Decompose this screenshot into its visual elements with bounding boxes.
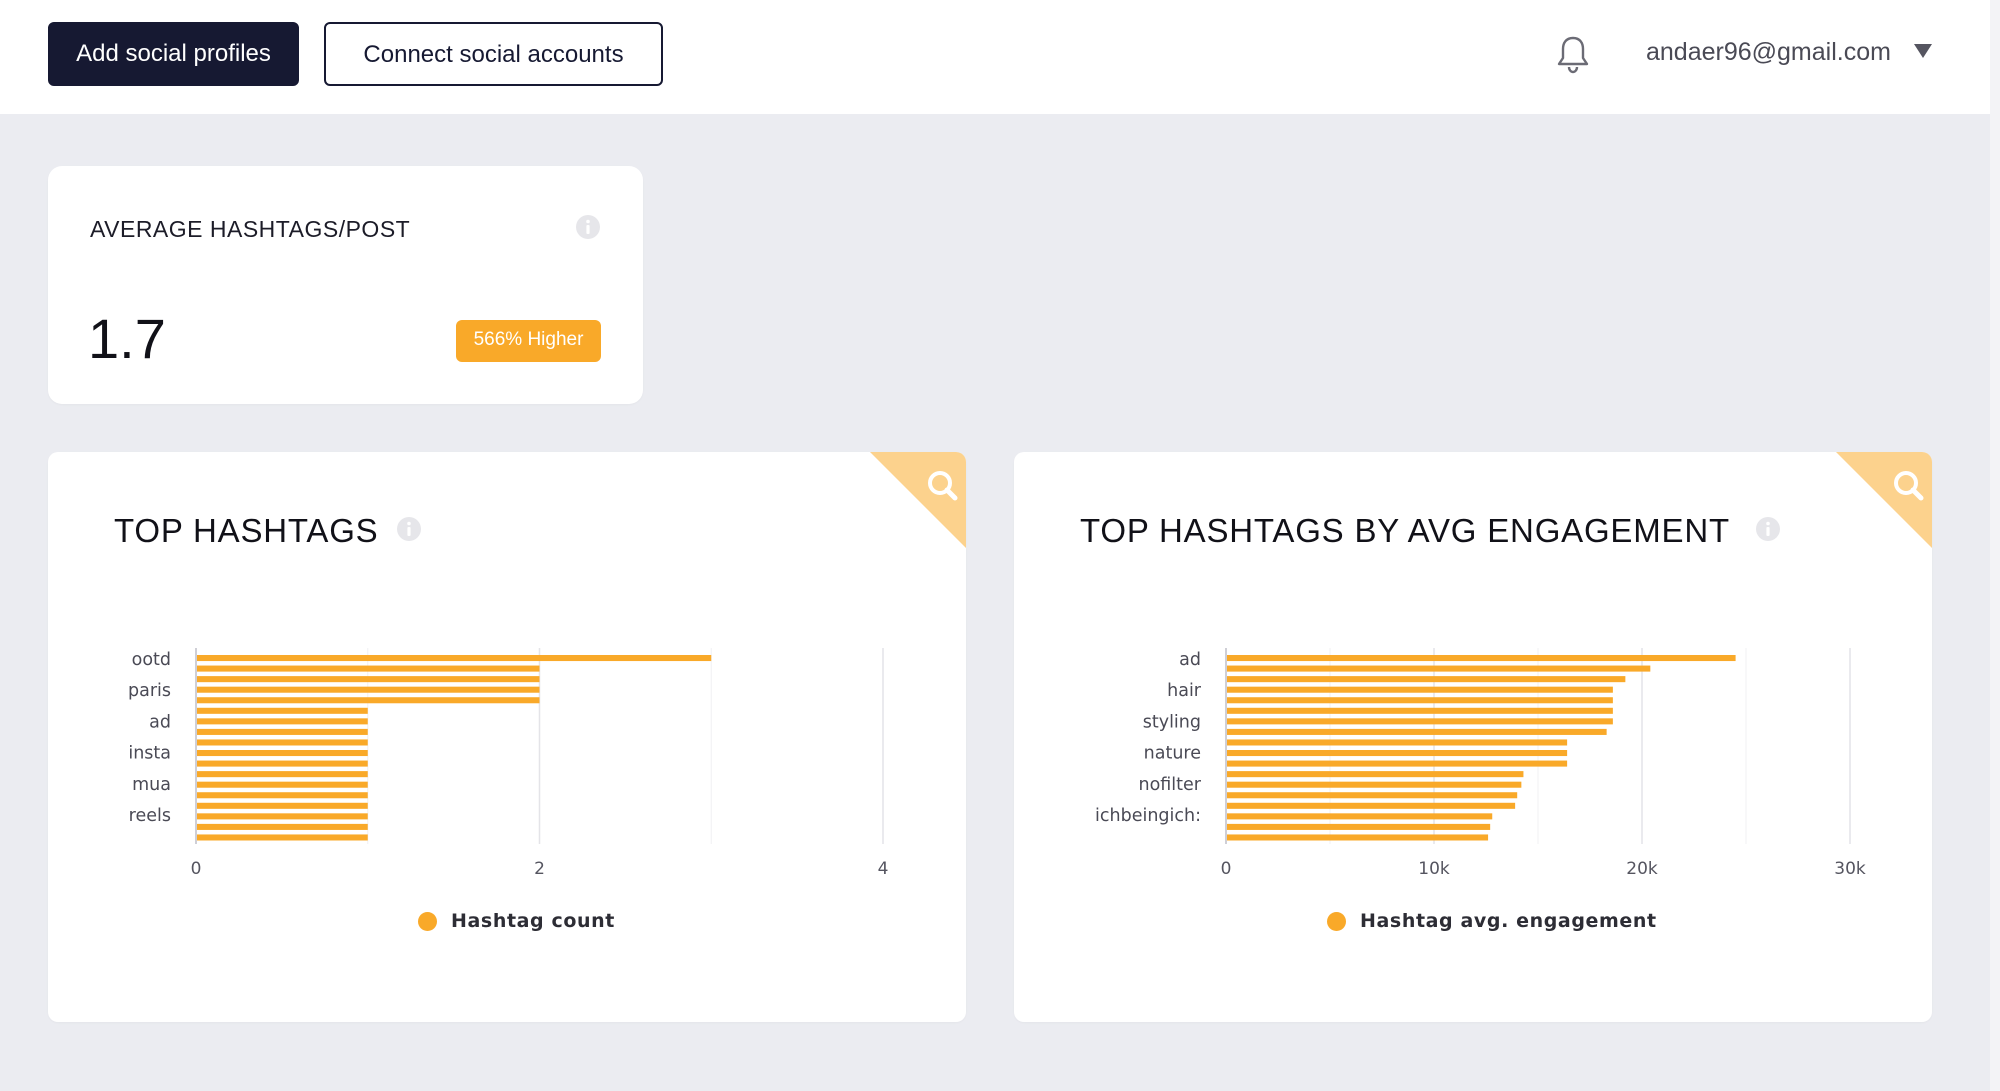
stat-value: 1.7 xyxy=(88,307,166,370)
x-tick-label: 20k xyxy=(1626,859,1658,879)
x-tick-label: 2 xyxy=(534,859,545,879)
stat-title: AVERAGE HASHTAGS/POST xyxy=(90,216,411,242)
bar xyxy=(197,718,368,725)
engagement-chart: 0 10k 20k 30k ad hair styling nature nofilter ich… xyxy=(1095,648,1866,879)
chart-legend: Hashtag avg. engagement xyxy=(1327,906,1657,936)
y-category-label: ootd xyxy=(132,650,171,670)
bar xyxy=(1227,771,1524,778)
bar xyxy=(197,739,368,746)
comparison-badge: 566% Higher xyxy=(456,320,601,362)
bar xyxy=(197,707,368,714)
bar xyxy=(1227,665,1651,672)
x-tick-label: 10k xyxy=(1418,859,1450,879)
bar xyxy=(1227,718,1613,725)
y-category-label: styling xyxy=(1143,712,1201,732)
bar xyxy=(197,655,712,662)
user-email[interactable]: andaer96@gmail.com xyxy=(1646,38,1891,66)
x-tick-label: 30k xyxy=(1834,859,1866,879)
bar xyxy=(197,697,540,704)
bar xyxy=(1227,739,1568,746)
chart-legend: Hashtag count xyxy=(418,906,615,936)
bar xyxy=(1227,802,1516,809)
connect-social-accounts-button[interactable]: Connect social accounts xyxy=(324,22,663,86)
y-category-label: insta xyxy=(128,744,171,764)
chart-title: TOP HASHTAGS BY AVG ENGAGEMENT xyxy=(1080,512,1730,549)
bar xyxy=(1227,655,1736,662)
zoom-corner-button[interactable] xyxy=(870,452,966,548)
top-hashtags-chart: 0 2 4 ootd paris ad insta mua reels xyxy=(128,648,889,879)
legend-swatch xyxy=(418,911,437,931)
bar xyxy=(197,686,540,693)
bar xyxy=(1227,697,1613,704)
bar xyxy=(1227,834,1489,841)
bar xyxy=(1227,707,1613,714)
bar xyxy=(197,802,368,809)
legend-swatch xyxy=(1327,911,1346,931)
bar xyxy=(197,665,540,672)
bar xyxy=(197,750,368,757)
bar xyxy=(197,781,368,788)
bar xyxy=(197,728,368,735)
y-category-label: reels xyxy=(129,806,171,826)
info-icon[interactable] xyxy=(396,516,422,542)
bar xyxy=(197,760,368,767)
y-category-label: ichbeingich: xyxy=(1095,806,1201,826)
info-icon[interactable] xyxy=(1755,516,1781,542)
bar xyxy=(197,676,540,683)
average-hashtags-card: AVERAGE HASHTAGS/POST 1.7 566% Higher xyxy=(48,166,643,404)
info-icon[interactable] xyxy=(575,214,601,240)
bar xyxy=(197,792,368,799)
y-category-label: paris xyxy=(128,681,171,701)
bar xyxy=(1227,823,1491,830)
caret-down-icon[interactable] xyxy=(1913,42,1933,60)
x-tick-label: 4 xyxy=(878,859,889,879)
bar xyxy=(1227,792,1518,799)
top-hashtags-engagement-card: TOP HASHTAGS BY AVG ENGAGEMENT 0 10k 20k 30… xyxy=(1014,452,1932,1022)
bar xyxy=(1227,781,1522,788)
x-tick-label: 0 xyxy=(1221,859,1232,879)
bar xyxy=(197,823,368,830)
add-social-profiles-button[interactable]: Add social profiles xyxy=(48,22,299,86)
bar xyxy=(1227,813,1493,820)
legend-label: Hashtag avg. engagement xyxy=(1360,910,1657,932)
y-category-label: ad xyxy=(149,712,171,732)
chart-title: TOP HASHTAGS xyxy=(114,512,379,549)
y-category-label: ad xyxy=(1179,650,1201,670)
bar xyxy=(1227,728,1607,735)
bell-icon[interactable] xyxy=(1555,34,1591,74)
bar xyxy=(197,771,368,778)
y-category-label: mua xyxy=(132,775,171,795)
bar xyxy=(1227,760,1568,767)
bar xyxy=(1227,686,1613,693)
legend-label: Hashtag count xyxy=(451,910,615,932)
x-tick-label: 0 xyxy=(191,859,202,879)
y-category-label: hair xyxy=(1167,681,1202,701)
y-category-label: nofilter xyxy=(1138,775,1201,795)
zoom-corner-button[interactable] xyxy=(1836,452,1932,548)
top-bar: Add social profiles Connect social accou… xyxy=(0,0,2000,114)
page-scrollbar[interactable] xyxy=(1990,0,2000,1091)
bar xyxy=(1227,676,1626,683)
bar xyxy=(197,813,368,820)
top-hashtags-card: TOP HASHTAGS 0 2 4 ootd paris ad insta mua reels… xyxy=(48,452,966,1022)
y-category-label: nature xyxy=(1144,744,1201,764)
bar xyxy=(1227,750,1568,757)
bar xyxy=(197,834,368,841)
